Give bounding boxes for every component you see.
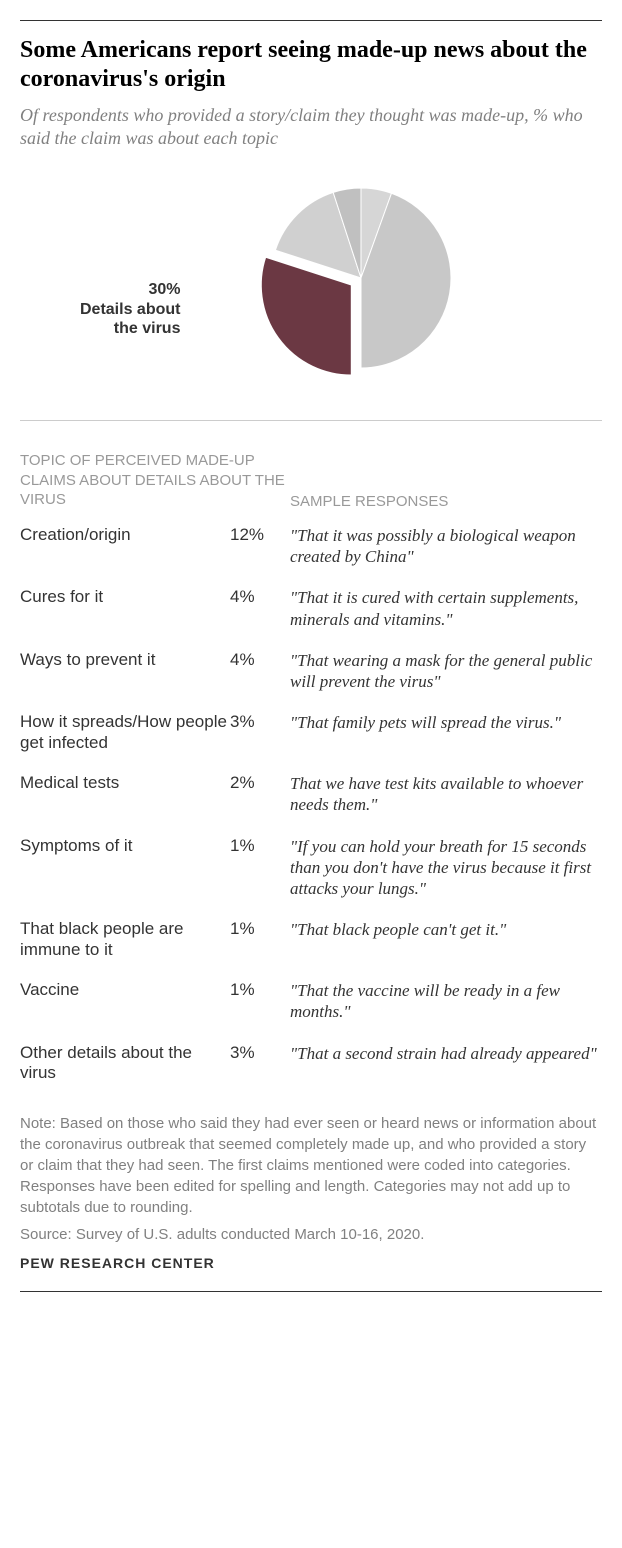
percent-cell: 12% — [230, 515, 290, 578]
response-cell: "That the vaccine will be ready in a few… — [290, 970, 602, 1033]
table-row: Vaccine1%"That the vaccine will be ready… — [20, 970, 602, 1033]
topic-cell: How it spreads/How people get infected — [20, 702, 230, 763]
response-cell: "If you can hold your breath for 15 seco… — [290, 826, 602, 910]
topic-cell: Symptoms of it — [20, 826, 230, 910]
source: Source: Survey of U.S. adults conducted … — [20, 1226, 602, 1243]
table-row: Medical tests2%That we have test kits av… — [20, 763, 602, 826]
percent-cell: 3% — [230, 1033, 290, 1094]
pie-text-2: the virus — [114, 320, 181, 337]
percent-cell: 1% — [230, 909, 290, 970]
divider — [20, 420, 602, 421]
response-cell: "That family pets will spread the virus.… — [290, 702, 602, 763]
response-cell: "That it was possibly a biological weapo… — [290, 515, 602, 578]
topic-cell: Cures for it — [20, 577, 230, 640]
topic-cell: Ways to prevent it — [20, 640, 230, 703]
table-row: How it spreads/How people get infected3%… — [20, 702, 602, 763]
response-cell: "That it is cured with certain supplemen… — [290, 577, 602, 640]
header-left-cell: TOPIC OF PERCEIVED MADE-UP CLAIMS ABOUT … — [20, 441, 290, 515]
table-row: Cures for it4%"That it is cured with cer… — [20, 577, 602, 640]
topic-cell: That black people are immune to it — [20, 909, 230, 970]
percent-cell: 4% — [230, 640, 290, 703]
percent-cell: 1% — [230, 826, 290, 910]
header-right-cell: SAMPLE RESPONSES — [290, 441, 602, 515]
pie-chart — [251, 168, 471, 393]
title: Some Americans report seeing made-up new… — [20, 36, 602, 94]
table-row: Ways to prevent it4%"That wearing a mask… — [20, 640, 602, 703]
response-cell: "That black people can't get it." — [290, 909, 602, 970]
data-table: TOPIC OF PERCEIVED MADE-UP CLAIMS ABOUT … — [20, 441, 602, 1093]
percent-cell: 3% — [230, 702, 290, 763]
pie-label: 30% Details about the virus — [80, 280, 180, 338]
pie-slice — [261, 257, 351, 375]
table-row: Symptoms of it1%"If you can hold your br… — [20, 826, 602, 910]
topic-cell: Vaccine — [20, 970, 230, 1033]
header-left-text: TOPIC OF PERCEIVED MADE-UP CLAIMS ABOUT … — [20, 451, 290, 510]
response-cell: That we have test kits available to whoe… — [290, 763, 602, 826]
percent-cell: 1% — [230, 970, 290, 1033]
table-body: Creation/origin12%"That it was possibly … — [20, 515, 602, 1094]
infographic-container: Some Americans report seeing made-up new… — [20, 20, 602, 1292]
pie-section: 30% Details about the virus — [20, 170, 602, 390]
table-header-row: TOPIC OF PERCEIVED MADE-UP CLAIMS ABOUT … — [20, 441, 602, 515]
footer: PEW RESEARCH CENTER — [20, 1255, 602, 1271]
response-cell: "That wearing a mask for the general pub… — [290, 640, 602, 703]
pie-text-1: Details about — [80, 301, 180, 318]
percent-cell: 2% — [230, 763, 290, 826]
subtitle: Of respondents who provided a story/clai… — [20, 104, 602, 151]
header-right-text: SAMPLE RESPONSES — [290, 493, 602, 510]
topic-cell: Other details about the virus — [20, 1033, 230, 1094]
percent-cell: 4% — [230, 577, 290, 640]
table-row: Other details about the virus3%"That a s… — [20, 1033, 602, 1094]
response-cell: "That a second strain had already appear… — [290, 1033, 602, 1094]
note: Note: Based on those who said they had e… — [20, 1113, 602, 1218]
pie-percent: 30% — [148, 281, 180, 298]
table-row: That black people are immune to it1%"Tha… — [20, 909, 602, 970]
table-row: Creation/origin12%"That it was possibly … — [20, 515, 602, 578]
topic-cell: Creation/origin — [20, 515, 230, 578]
pie-svg — [251, 168, 471, 388]
topic-cell: Medical tests — [20, 763, 230, 826]
